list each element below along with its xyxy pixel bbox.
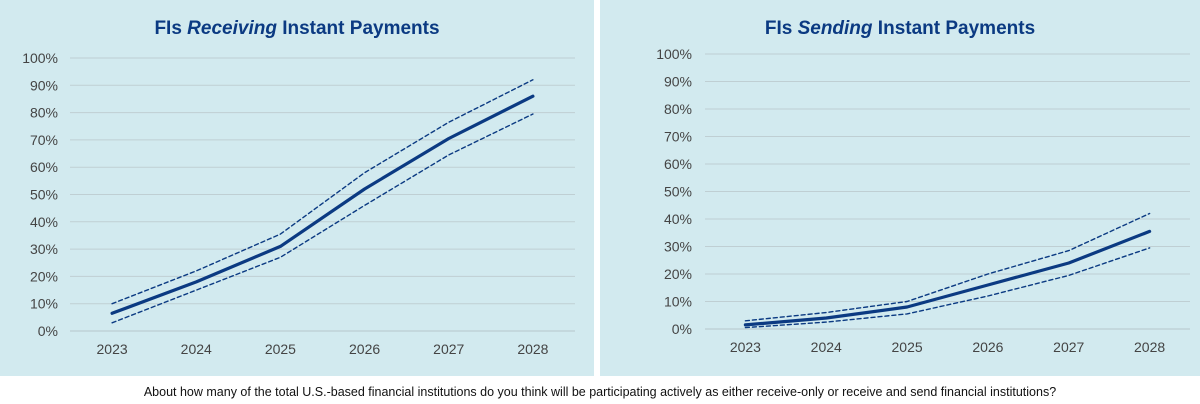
chart-plot-sending: 0% 10% 20% 30% 40% 50% 60% 70% 80% 90% 100% 2023 202… [656,46,1190,355]
x-tick-label: 2026 [972,339,1003,355]
y-tick-label: 100% [656,46,692,62]
y-tick-label: 50% [30,187,58,203]
y-tick-label: 60% [30,159,58,175]
y-tick-label: 80% [664,101,692,117]
x-tick-label: 2026 [349,341,380,357]
x-tick-label: 2028 [517,341,548,357]
y-tick-label: 20% [30,268,58,284]
x-tick-label: 2024 [811,339,842,355]
y-tick-label: 40% [664,211,692,227]
y-tick-label: 90% [30,77,58,93]
y-tick-label: 30% [30,241,58,257]
y-tick-label: 20% [664,266,692,282]
lower-bound-line [111,113,534,324]
chart-panel-sending: FIs Sending Instant Payments 0% 10% 20% 30%… [600,0,1200,376]
y-tick-label: 10% [30,296,58,312]
lower-bound-line [744,247,1151,329]
chart-panel-receiving: FIs Receiving Instant Payments 0% 10% 20% 3… [0,0,594,376]
y-tick-label: 70% [664,129,692,145]
x-tick-label: 2028 [1134,339,1165,355]
panel-divider [594,0,600,376]
upper-bound-line [744,212,1151,322]
chart-plot-receiving: 0% 10% 20% 30% 40% 50% 60% 70% 80% 90% 100% 2023 202… [22,50,575,357]
y-tick-label: 0% [672,321,692,337]
x-tick-label: 2027 [1053,339,1084,355]
upper-bound-line [111,79,534,305]
estimate-line [110,94,535,315]
x-tick-label: 2023 [730,339,761,355]
chart-title: FIs Receiving Instant Payments [154,18,440,39]
x-tick-label: 2025 [892,339,923,355]
y-tick-label: 60% [664,156,692,172]
estimate-line [743,229,1152,327]
x-tick-label: 2023 [97,341,128,357]
x-tick-label: 2024 [181,341,212,357]
y-tick-label: 40% [30,214,58,230]
y-tick-label: 70% [30,132,58,148]
y-tick-label: 80% [30,105,58,121]
y-tick-label: 0% [38,323,58,339]
chart-title: FIs Sending Instant Payments [764,18,1036,39]
x-tick-label: 2025 [265,341,296,357]
y-tick-label: 100% [22,50,58,66]
y-tick-label: 30% [664,239,692,255]
survey-question-footnote: About how many of the total U.S.-based f… [143,385,1057,399]
y-tick-label: 90% [664,74,692,90]
x-tick-label: 2027 [433,341,464,357]
y-tick-label: 10% [664,294,692,310]
y-tick-label: 50% [664,184,692,200]
